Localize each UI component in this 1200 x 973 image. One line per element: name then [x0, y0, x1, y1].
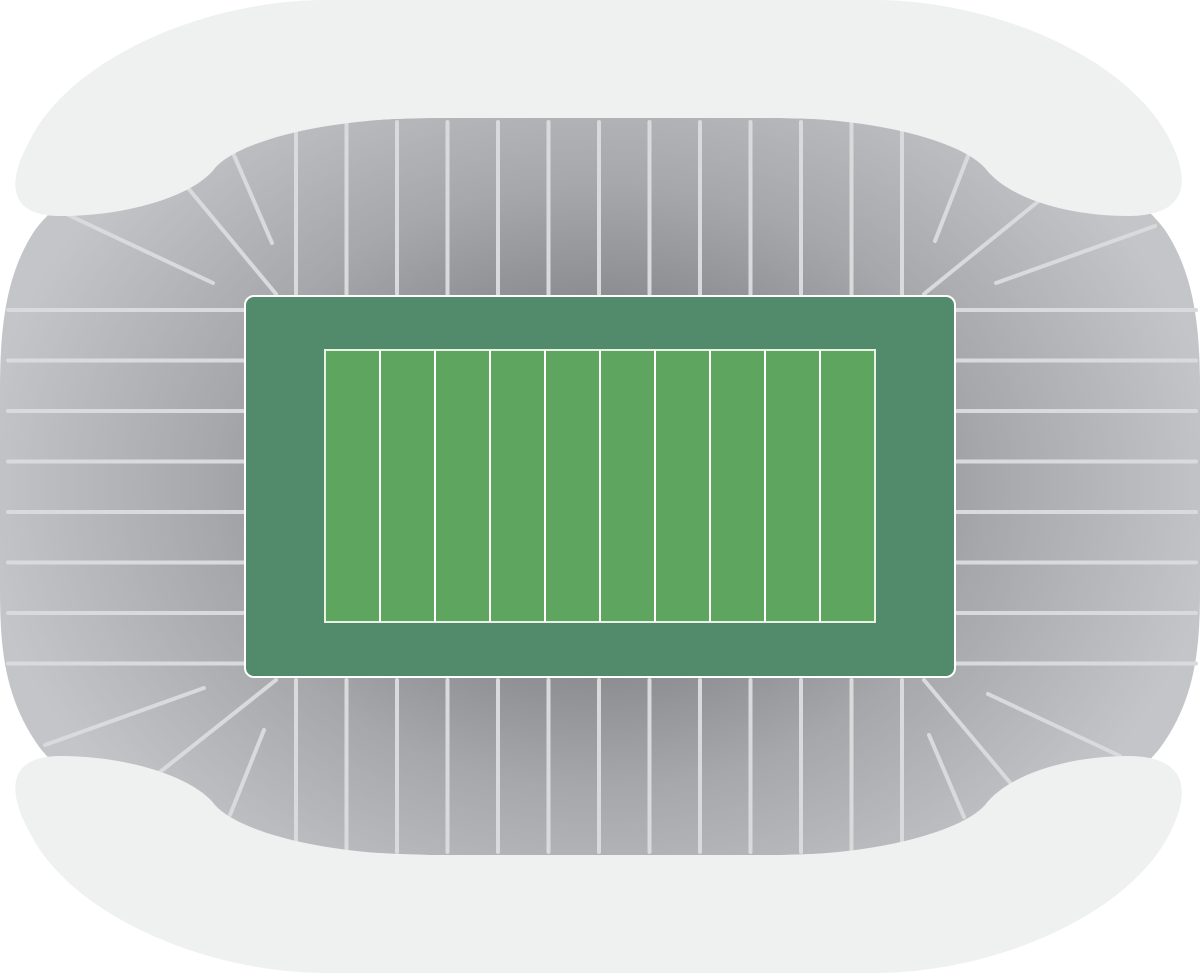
aisle-line-corner-tr [933, 154, 970, 243]
aisle-line-corner-bl [43, 686, 206, 747]
yard-lines [379, 350, 821, 622]
aisle-line-corner-tl [60, 210, 215, 285]
aisle-lines [6, 120, 1198, 854]
aisle-line-corner-tr [994, 224, 1157, 285]
roof-canopy-bottom [15, 756, 1182, 973]
aisle-line-corner-tl [231, 151, 274, 245]
aisle-line-corner-tl [186, 186, 278, 296]
aisle-line-corner-br [922, 678, 1014, 787]
roof-canopy-top [15, 0, 1182, 216]
aisle-line-corner-tr [922, 198, 1042, 296]
aisle-line-corner-br [986, 692, 1122, 758]
aisle-line-corner-br [927, 733, 966, 819]
aisle-line-corner-bl [158, 678, 278, 774]
aisle-line-corner-bl [228, 728, 266, 817]
